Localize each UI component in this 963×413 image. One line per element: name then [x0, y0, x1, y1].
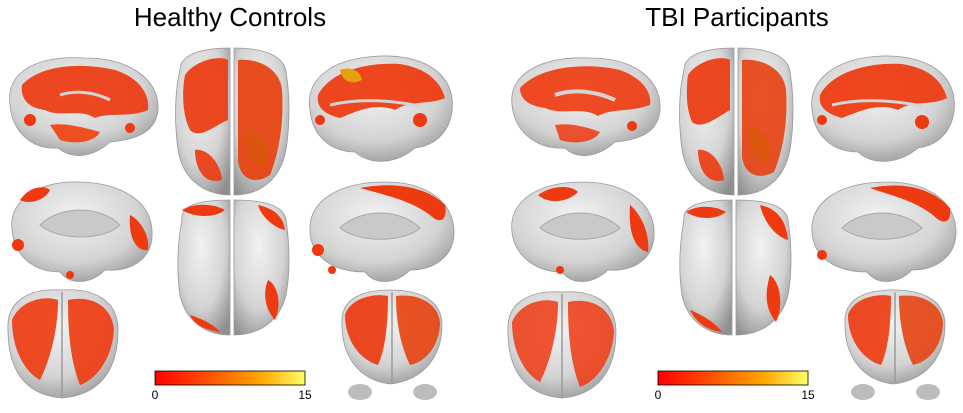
medial-right-view-tbi: [811, 181, 957, 282]
anterior-view-tbi: [844, 289, 946, 400]
dorsal-view: [175, 47, 290, 196]
anterior-view-left: [341, 289, 443, 400]
lateral-left-view: [9, 57, 159, 156]
medial-right-view: [309, 181, 455, 282]
panel-healthy-controls: [7, 47, 455, 400]
medial-left-view: [11, 181, 153, 282]
posterior-view-left: [7, 289, 119, 399]
panel-title-healthy: Healthy Controls: [133, 2, 327, 32]
ventral-view: [177, 199, 290, 336]
colorbar-tbi-max-label: 15: [801, 388, 815, 402]
colorbar-tbi-min-label: 0: [654, 388, 662, 402]
dorsal-view-tbi: [679, 47, 794, 196]
lateral-right-view: [308, 55, 453, 162]
panel-title-tbi: TBI Participants: [645, 2, 829, 32]
colorbar-healthy-min-label: 0: [151, 388, 159, 402]
panel-tbi-participants: [507, 47, 957, 400]
medial-left-view-tbi: [511, 181, 655, 282]
posterior-view-tbi: [507, 291, 617, 399]
colorbar-healthy-max-label: 15: [298, 388, 312, 402]
colorbar-healthy: [154, 370, 306, 386]
lateral-right-view-tbi: [811, 55, 955, 162]
colorbar-tbi: [657, 370, 809, 386]
lateral-left-view-tbi: [511, 57, 661, 156]
ventral-view-tbi: [679, 199, 792, 336]
